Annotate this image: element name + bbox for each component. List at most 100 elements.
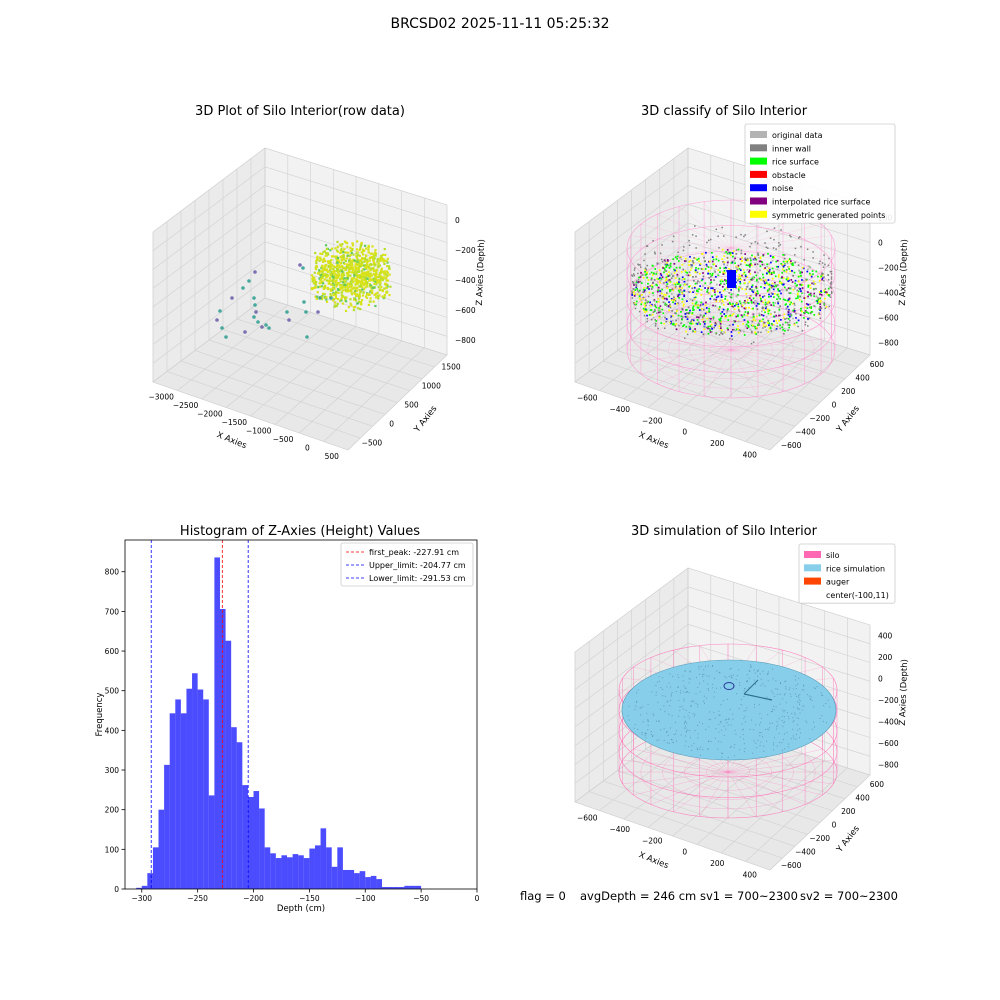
rice-mesh-point: [731, 676, 733, 678]
p4-y-tick-label: 200: [841, 807, 856, 816]
rice-mesh-point: [660, 708, 662, 710]
p2-wall-point: [821, 262, 824, 264]
p1-surface-point: [346, 275, 349, 278]
p2-classified-point: [735, 285, 737, 287]
p2-wall-point: [786, 317, 788, 320]
p1-surface-point: [351, 242, 354, 245]
p2-classified-point: [681, 279, 684, 281]
p2-classified-point: [745, 296, 748, 298]
rice-mesh-point: [821, 694, 823, 696]
p2-classified-point: [735, 328, 738, 331]
p2-classified-point: [793, 304, 796, 307]
p2-classified-point: [712, 258, 715, 261]
p1-surface-point: [373, 251, 377, 254]
p2-classified-point: [800, 309, 802, 312]
rice-mesh-point: [712, 665, 714, 667]
p1-surface-point: [322, 250, 325, 254]
rice-mesh-point: [725, 728, 727, 730]
p2-classified-point: [732, 328, 734, 331]
rice-mesh-point: [822, 720, 824, 722]
p2-classified-point: [677, 282, 680, 285]
p2-classified-point: [759, 296, 762, 299]
p2-classified-point: [651, 264, 654, 267]
p1-surface-point: [347, 254, 350, 257]
p2-classified-point: [689, 322, 691, 325]
p2-classified-point: [657, 289, 660, 292]
p2-classified-point: [738, 277, 740, 279]
p2-classified-point: [799, 283, 802, 286]
p2-wall-point: [817, 297, 819, 299]
p1-surface-point: [331, 286, 334, 289]
p1-surface-point: [381, 279, 384, 282]
rice-mesh-point: [784, 721, 786, 723]
p1-surface-point: [333, 255, 337, 258]
p2-classified-point: [782, 265, 785, 268]
p1-surface-point: [366, 281, 369, 285]
histogram-bar: [387, 887, 394, 889]
p1-surface-point: [366, 270, 369, 273]
p2-classified-point: [759, 294, 761, 297]
p2-classified-point: [643, 287, 646, 289]
p2-gridline-y: [631, 190, 821, 403]
p2-classified-point: [720, 296, 723, 298]
p2-classified-point: [693, 297, 696, 300]
rice-mesh-point: [678, 699, 680, 701]
rice-mesh-point: [707, 689, 709, 691]
p2-wall-point: [659, 252, 662, 255]
p1-surface-point: [363, 244, 367, 247]
p2-classified-point: [807, 303, 809, 306]
p2-classified-point: [719, 280, 722, 283]
p1-surface-point: [379, 278, 382, 281]
p2-classified-point: [665, 304, 668, 306]
p2-classified-point: [748, 297, 751, 299]
rice-mesh-point: [685, 691, 687, 693]
p2-classified-point: [662, 301, 665, 304]
p2-classified-point: [717, 259, 720, 262]
p1-surface-point: [337, 282, 340, 285]
p2-classified-point: [652, 272, 655, 275]
p1-surface-point: [334, 266, 337, 269]
p1-surface-point: [359, 291, 362, 294]
rice-mesh-point: [684, 735, 686, 737]
p1-outlier-point: [252, 315, 256, 319]
p2-classified-point: [780, 288, 783, 291]
p1-surface-point: [384, 282, 387, 285]
p2-classified-point: [738, 300, 741, 303]
rice-mesh-point: [777, 688, 779, 690]
p2-classified-point: [737, 305, 740, 308]
panel-4-title: 3D simulation of Silo Interior: [631, 524, 817, 539]
p1-surface-point: [336, 268, 339, 272]
p4-silo-spoke: [633, 748, 729, 773]
rice-mesh-point: [792, 721, 794, 723]
p2-classified-point: [788, 315, 791, 318]
p2-classified-point: [815, 299, 818, 302]
p1-surface-point: [374, 292, 377, 295]
p2-classified-point: [731, 305, 734, 308]
histogram-bar: [180, 713, 187, 889]
rice-mesh-point: [637, 689, 639, 691]
p1-surface-point: [337, 291, 340, 294]
rice-mesh-point: [721, 752, 723, 754]
p2-classified-point: [747, 311, 749, 313]
p2-classified-point: [768, 271, 771, 274]
p2-classified-point: [740, 303, 743, 306]
p1-surface-point: [355, 248, 358, 251]
p2-classified-point: [778, 274, 780, 276]
p1-surface-point: [357, 262, 361, 265]
p2-silo-spoke: [657, 213, 732, 249]
p2-classified-point: [773, 296, 775, 298]
p2-classified-point: [769, 313, 772, 316]
rice-mesh-point: [759, 673, 761, 675]
p2-classified-point: [678, 293, 681, 296]
p1-surface-point: [319, 285, 322, 288]
rice-mesh-point: [663, 705, 665, 707]
histogram-bar: [214, 557, 220, 889]
p2-classified-point: [785, 270, 788, 273]
rice-mesh-point: [797, 683, 799, 685]
p1-surface-point: [335, 285, 338, 288]
p2-wall-point: [721, 226, 723, 229]
rice-mesh-point: [744, 747, 746, 749]
p2-classified-point: [774, 328, 777, 331]
p1-outlier-point: [218, 309, 222, 313]
p2-wall-point: [656, 312, 658, 314]
